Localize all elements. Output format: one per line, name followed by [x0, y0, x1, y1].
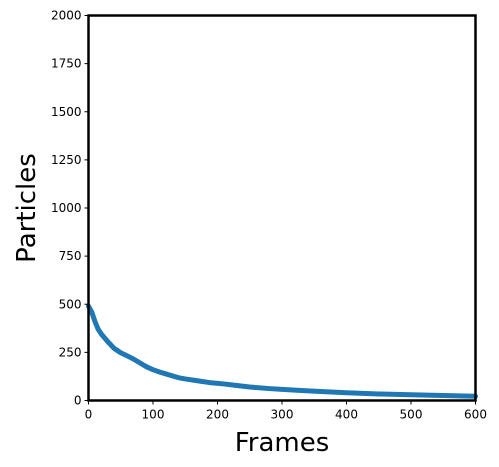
y-tick-label: 1000: [51, 201, 82, 215]
y-axis-ticks: 0 250 500 750 1000 1250 1500 1750 2000: [51, 9, 89, 408]
series-line-0: [86, 303, 478, 399]
x-tick-label: 500: [400, 408, 423, 422]
y-tick-label: 1750: [51, 57, 82, 71]
x-tick-label: 200: [206, 408, 229, 422]
x-tick-label: 400: [335, 408, 358, 422]
x-tick-label: 100: [142, 408, 165, 422]
plot-frame: [87, 14, 477, 402]
x-axis-label: Frames: [235, 428, 330, 458]
y-tick-label: 500: [59, 297, 82, 311]
x-tick-label: 300: [271, 408, 294, 422]
y-tick-label: 750: [59, 249, 82, 263]
y-tick-label: 1500: [51, 105, 82, 119]
y-axis-label: Particles: [12, 153, 42, 263]
y-tick-label: 2000: [51, 9, 82, 23]
x-tick-label: 600: [464, 408, 487, 422]
plot-area: [86, 303, 478, 399]
y-tick-label: 1250: [51, 153, 82, 167]
x-tick-label: 0: [85, 408, 93, 422]
y-tick-label: 0: [74, 394, 82, 408]
x-axis-ticks: 0 100 200 300 400 500 600: [85, 400, 487, 422]
y-tick-label: 250: [59, 345, 82, 359]
